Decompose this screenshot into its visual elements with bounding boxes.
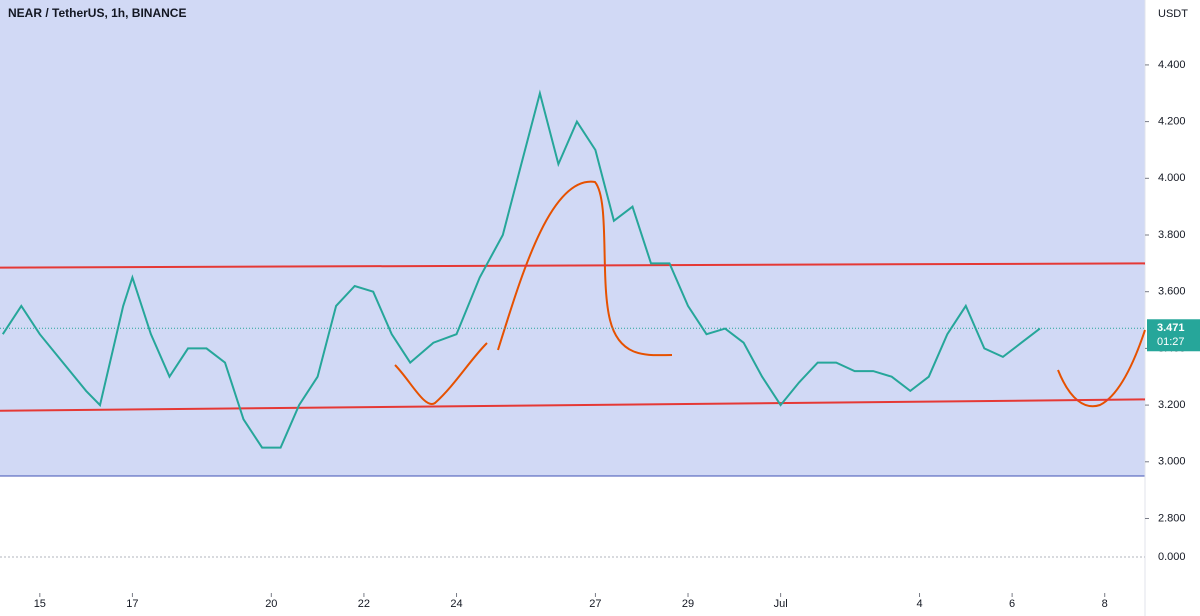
x-tick-label: 27	[589, 598, 601, 610]
x-tick-label: 20	[265, 598, 277, 610]
drawn-curve	[497, 180, 673, 357]
x-tick-label: 24	[450, 598, 462, 610]
last-price-label: 3.471	[1157, 322, 1185, 334]
price-line	[1, 89, 1041, 449]
channel-line	[0, 262, 1146, 269]
x-tick-label: 17	[126, 598, 138, 610]
y-tick-label: 4.200	[1158, 116, 1186, 128]
drawn-curve	[1057, 329, 1146, 408]
x-tick-label: 29	[682, 598, 694, 610]
y-tick-label: 4.000	[1158, 172, 1186, 184]
y-tick-label: 4.400	[1158, 59, 1186, 71]
y-tick-label: 3.600	[1158, 286, 1186, 298]
y-tick-label: 3.200	[1158, 399, 1186, 411]
y2-tick-label: 0.000	[1158, 551, 1186, 563]
countdown-label: 01:27	[1157, 336, 1185, 348]
channel-line	[0, 398, 1146, 412]
highlight-zone	[0, 0, 1145, 476]
x-tick-label: 15	[34, 598, 46, 610]
x-tick-label: Jul	[774, 598, 788, 610]
y-tick-label: 3.000	[1158, 456, 1186, 468]
y-tick-label: 2.800	[1158, 512, 1186, 524]
x-tick-label: 6	[1009, 598, 1015, 610]
y-axis-label: USDT	[1158, 8, 1188, 20]
x-tick-label: 8	[1102, 598, 1108, 610]
chart-title: NEAR / TetherUS, 1h, BINANCE	[8, 6, 186, 20]
drawn-curve	[394, 342, 488, 405]
x-tick-label: 22	[358, 598, 370, 610]
y-tick-label: 3.800	[1158, 229, 1186, 241]
x-tick-label: 4	[916, 598, 922, 610]
last-price-tag	[1147, 319, 1200, 352]
